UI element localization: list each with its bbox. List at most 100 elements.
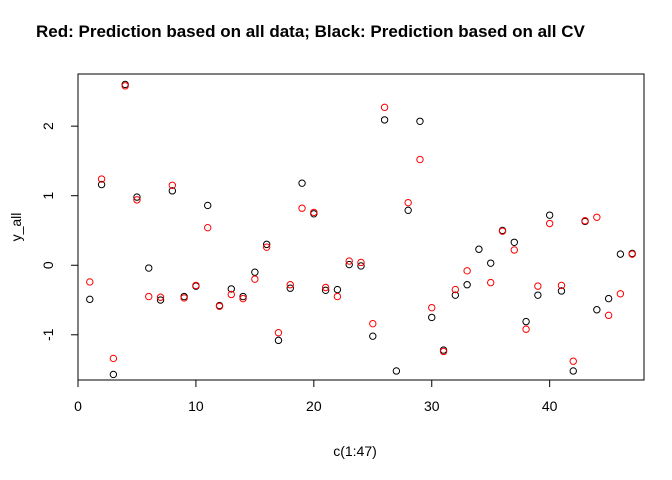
data-point — [180, 294, 188, 302]
data-point — [487, 278, 495, 287]
data-point — [333, 285, 342, 294]
data-point — [487, 259, 495, 267]
data-point — [97, 175, 106, 183]
data-point — [593, 213, 601, 221]
data-point — [392, 367, 401, 375]
data-points — [86, 80, 636, 379]
data-point — [321, 286, 330, 294]
data-point — [286, 281, 294, 289]
data-point — [593, 306, 601, 314]
data-point — [604, 311, 613, 320]
data-point — [534, 291, 542, 299]
data-point — [97, 180, 106, 189]
data-point — [428, 303, 436, 312]
data-point — [404, 198, 412, 207]
data-point — [345, 257, 353, 265]
data-point — [498, 227, 507, 235]
data-point — [569, 357, 577, 365]
data-point — [145, 264, 153, 272]
data-point — [380, 116, 389, 124]
data-point — [569, 367, 577, 375]
data-point — [204, 201, 212, 210]
data-point — [357, 262, 365, 270]
data-point — [86, 295, 94, 304]
y-tick-label: 1 — [40, 192, 56, 200]
data-point — [156, 296, 165, 304]
data-point — [274, 329, 283, 337]
data-point — [545, 211, 554, 219]
data-point — [581, 217, 589, 225]
data-point — [251, 268, 259, 276]
x-tick-label: 30 — [424, 398, 440, 414]
data-point — [534, 282, 542, 290]
data-point — [310, 208, 318, 217]
data-point — [274, 336, 283, 345]
data-point — [333, 292, 342, 301]
data-point — [86, 278, 94, 286]
data-point — [416, 117, 424, 125]
data-point — [557, 287, 566, 295]
y-axis-label: y_all — [8, 213, 24, 242]
data-point — [616, 290, 625, 298]
data-point — [475, 245, 483, 253]
data-point — [121, 82, 129, 90]
y-axis: -1 0 1 2 — [40, 122, 79, 341]
data-point — [168, 187, 177, 195]
data-point — [286, 284, 294, 292]
y-tick-label: 0 — [40, 261, 56, 269]
data-point — [262, 240, 271, 249]
data-point — [451, 291, 460, 299]
y-tick-label: -1 — [40, 328, 56, 341]
x-axis: 0 10 20 30 40 — [74, 379, 558, 414]
data-point — [251, 275, 259, 283]
data-point — [109, 370, 118, 379]
data-point — [227, 290, 235, 299]
data-point — [345, 260, 353, 269]
x-axis-label: c(1:47) — [333, 443, 377, 459]
data-point — [298, 204, 306, 212]
x-tick-label: 10 — [188, 398, 204, 414]
data-point — [380, 103, 389, 112]
data-point — [604, 294, 613, 303]
data-point — [321, 283, 330, 292]
data-point — [416, 155, 424, 164]
data-point — [616, 250, 625, 258]
data-point — [545, 219, 554, 228]
data-point — [428, 313, 436, 322]
data-point — [239, 292, 247, 301]
x-tick-label: 40 — [542, 398, 558, 414]
data-point — [522, 325, 530, 333]
data-point — [298, 179, 306, 187]
data-point — [227, 285, 235, 293]
data-point — [628, 250, 636, 258]
data-point — [215, 302, 224, 310]
data-point — [451, 285, 460, 294]
data-point — [357, 258, 365, 267]
y-tick-label: 2 — [40, 122, 56, 130]
data-point — [133, 196, 141, 204]
x-tick-label: 0 — [74, 398, 82, 414]
data-point — [168, 181, 177, 189]
data-point — [192, 281, 200, 290]
data-point — [109, 354, 118, 363]
data-point — [510, 246, 518, 254]
data-point — [510, 238, 518, 247]
chart-title: Red: Prediction based on all data; Black… — [36, 22, 586, 41]
data-point — [369, 319, 377, 328]
data-point — [156, 293, 165, 301]
data-point — [204, 223, 212, 232]
x-tick-label: 20 — [306, 398, 322, 414]
data-point — [133, 193, 141, 201]
data-point — [404, 206, 412, 215]
data-point — [439, 347, 448, 356]
data-point — [145, 292, 153, 301]
data-point — [557, 281, 566, 290]
data-point — [463, 281, 471, 289]
data-point — [522, 317, 530, 326]
plot-box — [77, 73, 645, 381]
data-point — [239, 294, 247, 303]
data-point — [463, 267, 471, 275]
data-point — [262, 243, 271, 251]
data-point — [369, 332, 377, 340]
